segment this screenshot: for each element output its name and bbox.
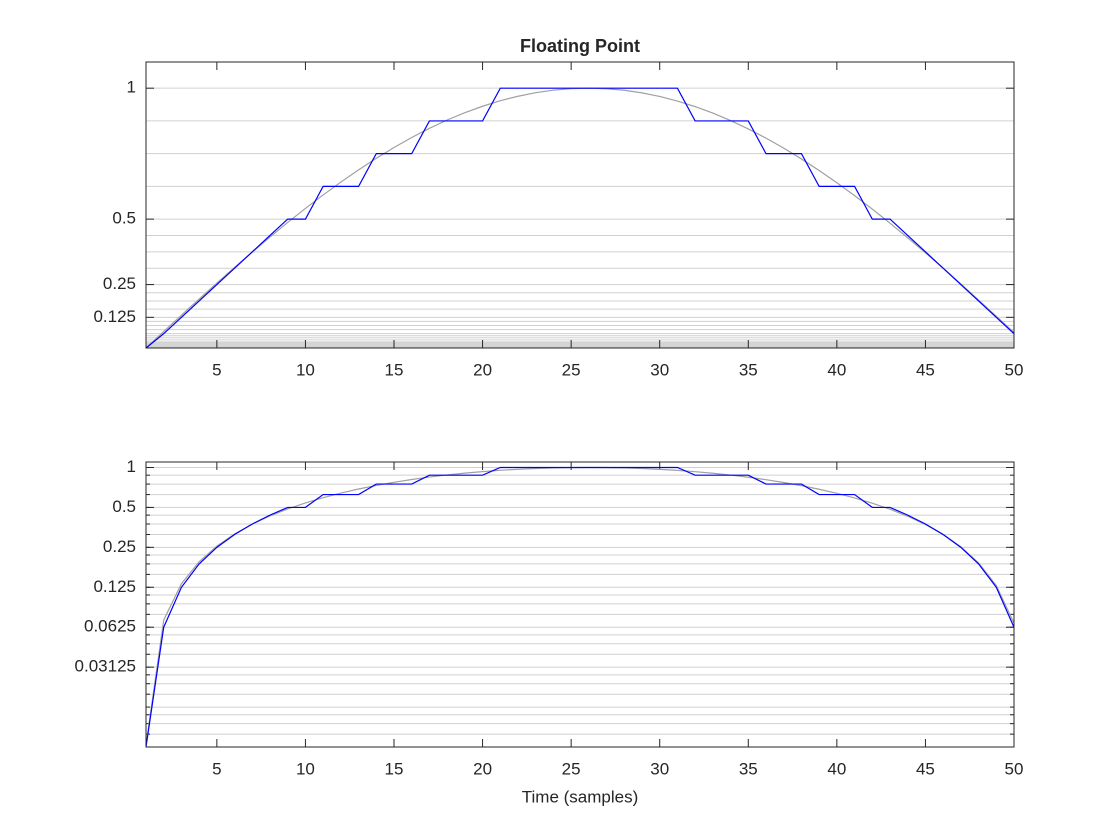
y-tick-label: 1 bbox=[127, 78, 136, 97]
x-tick-label: 5 bbox=[212, 360, 221, 379]
y-tick-label: 0.0625 bbox=[84, 617, 136, 636]
y-tick-label: 0.25 bbox=[103, 274, 136, 293]
x-tick-label: 45 bbox=[916, 759, 935, 778]
axes-box bbox=[145, 61, 1015, 349]
x-tick-label: 40 bbox=[827, 759, 846, 778]
x-tick-label: 45 bbox=[916, 360, 935, 379]
y-tick-label: 0.125 bbox=[93, 307, 136, 326]
y-tick-label: 0.25 bbox=[103, 537, 136, 556]
x-tick-label: 5 bbox=[212, 759, 221, 778]
y-tick-label: 0.5 bbox=[112, 497, 136, 516]
x-tick-label: 25 bbox=[562, 360, 581, 379]
x-tick-label: 20 bbox=[473, 360, 492, 379]
axes-box bbox=[145, 461, 1015, 748]
x-tick-label: 15 bbox=[385, 360, 404, 379]
x-tick-label: 50 bbox=[1005, 360, 1024, 379]
x-tick-label: 30 bbox=[650, 759, 669, 778]
x-tick-label: 40 bbox=[827, 360, 846, 379]
x-tick-label: 25 bbox=[562, 759, 581, 778]
x-axis-label: Time (samples) bbox=[522, 787, 639, 806]
x-tick-label: 10 bbox=[296, 759, 315, 778]
x-tick-label: 20 bbox=[473, 759, 492, 778]
x-tick-label: 15 bbox=[385, 759, 404, 778]
y-tick-label: 0.125 bbox=[93, 577, 136, 596]
y-tick-label: 0.5 bbox=[112, 209, 136, 228]
x-tick-label: 30 bbox=[650, 360, 669, 379]
x-tick-label: 35 bbox=[739, 360, 758, 379]
x-tick-label: 50 bbox=[1005, 759, 1024, 778]
x-tick-label: 10 bbox=[296, 360, 315, 379]
y-tick-label: 1 bbox=[127, 457, 136, 476]
series-line bbox=[145, 466, 1015, 748]
y-tick-label: 0.03125 bbox=[75, 657, 136, 676]
x-tick-label: 35 bbox=[739, 759, 758, 778]
series-line bbox=[145, 87, 1015, 349]
chart-title: Floating Point bbox=[520, 36, 640, 56]
